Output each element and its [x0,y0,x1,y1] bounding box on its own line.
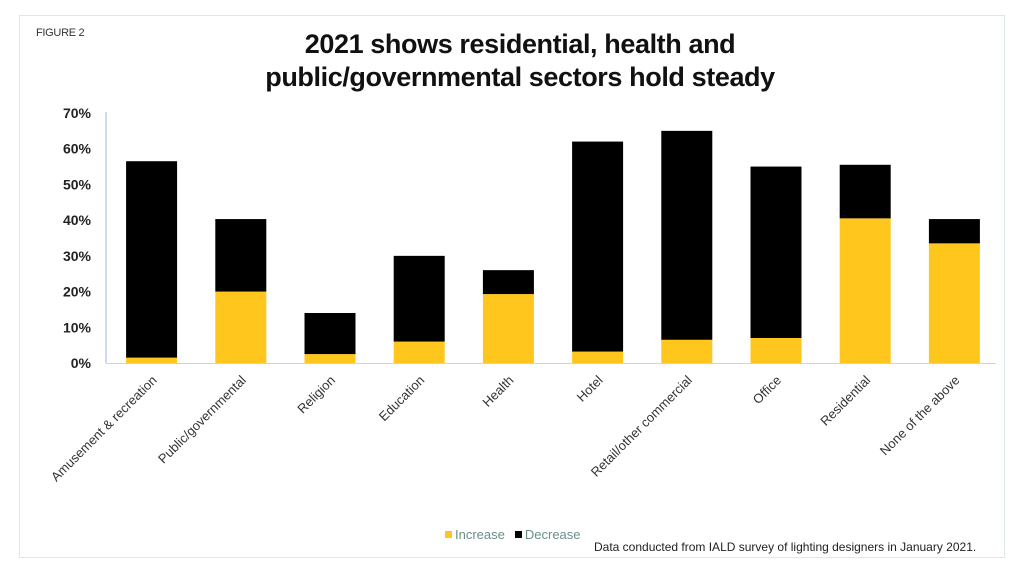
x-tick-label: Health [479,373,516,410]
legend-swatch-increase [445,531,452,538]
y-tick-label: 20% [63,284,92,300]
legend-label-decrease: Decrease [524,527,581,542]
legend-item-decrease: Decrease [514,527,581,542]
y-tick-label: 50% [63,176,92,192]
bar-increase-8 [750,338,802,363]
source-note: Data conducted from IALD survey of light… [594,540,977,554]
bar-decrease-7 [661,130,713,340]
y-tick-label: 10% [63,319,92,335]
y-tick-label: 40% [63,212,92,228]
y-tick-label: 0% [71,355,92,371]
x-tick-label: Retail/other commercial [588,372,695,479]
y-tick-label: 30% [63,248,92,264]
legend: Increase Decrease [445,527,591,542]
bar-decrease-8 [750,166,802,338]
x-tick-label: Hotel [574,372,606,404]
y-tick-label: 70% [63,105,92,121]
bar-increase-5 [482,294,534,363]
bar-increase-1 [126,357,178,363]
bar-increase-9 [839,218,891,363]
bar-decrease-3 [304,313,356,355]
figure-label: FIGURE 2 [36,27,85,39]
x-tick-label: Amusement & recreation [48,373,160,485]
bar-decrease-4 [393,255,445,342]
bar-decrease-9 [839,164,891,219]
x-tick-label: Education [376,373,427,424]
chart-title-line-2: public/governmental sectors hold steady [265,62,775,92]
bar-decrease-5 [482,270,534,295]
x-tick-label: None of the above [877,373,963,459]
bar-decrease-10 [928,219,980,244]
chart-title-line-1: 2021 shows residential, health and [304,29,736,59]
bar-decrease-1 [126,161,178,358]
bar-increase-10 [928,243,980,363]
bar-increase-4 [393,341,445,363]
bar-increase-3 [304,354,356,363]
x-tick-label: Public/governmental [155,372,249,466]
bar-increase-7 [661,339,713,363]
bar-increase-6 [572,351,624,363]
y-tick-label: 60% [63,141,92,157]
legend-swatch-decrease [514,531,522,538]
legend-label-increase: Increase [455,527,505,542]
bar-increase-2 [215,291,267,363]
bar-decrease-6 [572,141,624,352]
x-tick-label: Residential [817,372,873,428]
chart-title: 2021 shows residential, health and publi… [200,28,840,94]
bar-decrease-2 [215,219,267,292]
x-tick-label: Religion [294,373,338,417]
legend-item-increase: Increase [445,527,505,542]
x-tick-label: Office [750,373,784,407]
